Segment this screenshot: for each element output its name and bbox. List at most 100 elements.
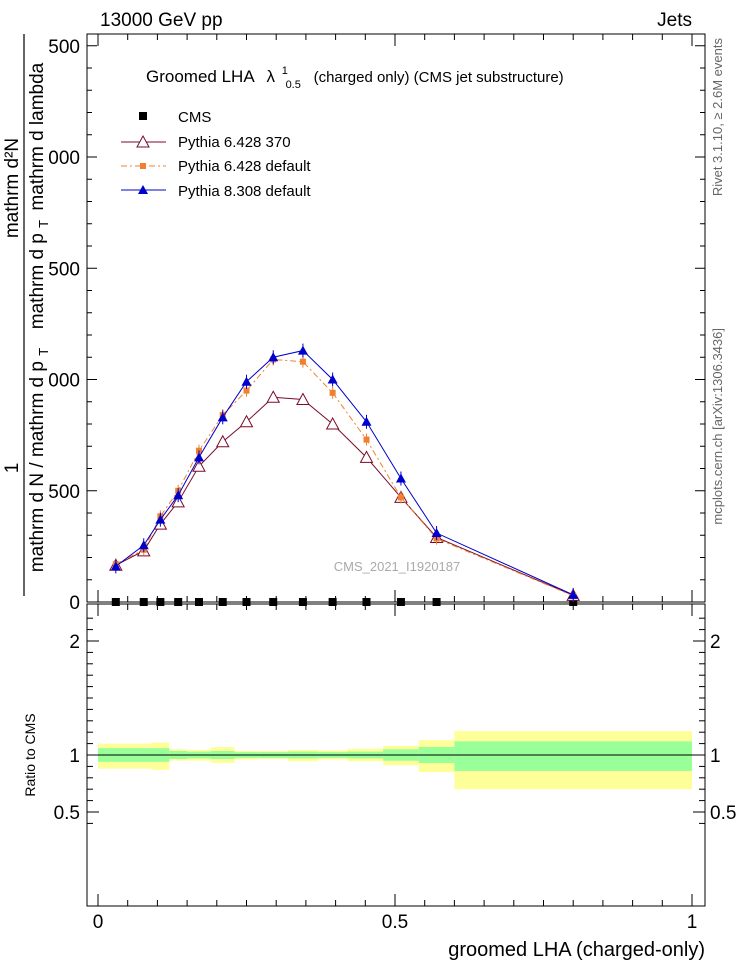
x-tick-label: 0.5	[382, 912, 408, 933]
pythia8-default-point	[110, 561, 121, 571]
ylabel-numerator2: mathrm d²N	[2, 138, 23, 238]
analysis-watermark: CMS_2021_I1920187	[334, 559, 461, 574]
legend-py6-370-marker	[136, 134, 150, 148]
ratio-panel: 0.5 0.51 12 2 0 0.5 1 Ratio to CMS groomed LH…	[22, 603, 736, 961]
legend-entry-cms: CMS	[139, 109, 211, 126]
legend: CMS Pythia 6.428 370 Pythia 6.428 defaul…	[121, 109, 311, 200]
header-left-label: 13000 GeV pp	[100, 10, 223, 31]
main-y-tick-label: 000	[48, 148, 80, 169]
main-x-ticks	[97, 34, 693, 602]
pythia8-default-point	[155, 514, 166, 524]
title-symbol: λ	[266, 67, 275, 86]
ratio-y-axis: 0.5 0.5 1 1 2 2	[54, 617, 736, 824]
ratio-y-tick-label-right: 2	[710, 632, 721, 653]
pythia8-default-point	[361, 416, 372, 426]
cms-data-point	[218, 598, 227, 606]
pythia8-default-point	[297, 345, 308, 355]
cms-data-point	[111, 598, 120, 606]
pythia8-default-point	[431, 528, 442, 538]
x-tick-label: 1	[687, 912, 698, 933]
title-rest: (charged only) (CMS jet substructure)	[314, 69, 564, 86]
pythia8-default-point	[268, 352, 279, 362]
pythia6-370-point	[192, 459, 206, 472]
ratio-y-tick-label: 2	[69, 632, 80, 653]
main-y-tick-label: 500	[48, 37, 80, 58]
x-axis-label: groomed LHA (charged-only)	[448, 939, 705, 961]
legend-py6-default-label: Pythia 6.428 default	[178, 158, 311, 175]
pythia8-default-point	[568, 589, 579, 599]
pythia8-default-point	[173, 490, 184, 500]
ratio-y-axis-label: Ratio to CMS	[22, 713, 38, 796]
legend-py8-default-marker	[138, 185, 148, 194]
plot-title: Groomed LHA λ 1 0.5 (charged only) (CMS …	[146, 59, 564, 92]
cms-data-point	[396, 598, 405, 606]
main-panel: 0 500 000 500 000 500 Groomed LHA λ 1 0.5 (ch…	[2, 33, 706, 614]
main-y-tick-label: 0	[69, 593, 80, 614]
legend-entry-py8-default: Pythia 8.308 default	[121, 183, 311, 200]
pythia6-370-point	[296, 392, 310, 406]
ratio-y-tick-label: 1	[69, 746, 80, 767]
legend-cms-marker	[139, 112, 147, 120]
ratio-inner-band-bin	[454, 741, 692, 771]
pythia6-370-point	[359, 450, 374, 463]
rivet-version-label: Rivet 3.1.10, ≥ 2.6M events	[710, 38, 725, 197]
pythia6-default-point	[397, 494, 404, 501]
legend-py8-default-label: Pythia 8.308 default	[178, 183, 311, 200]
ylabel-denominator2-rest: mathrm d lambda	[27, 62, 48, 210]
cms-data-point	[328, 598, 337, 606]
header-right-label: Jets	[657, 10, 692, 31]
legend-py6-370-label: Pythia 6.428 370	[178, 134, 291, 151]
cms-data-point	[242, 598, 251, 606]
pythia6-default-point	[243, 387, 250, 394]
ylabel-denominator: mathrm d N / mathrm d p T	[27, 348, 51, 572]
cms-data-point	[569, 598, 578, 606]
mcplots-label: mcplots.cern.ch [arXiv:1306.3436]	[710, 328, 725, 525]
pythia6-370-point	[325, 416, 340, 430]
main-y-tick-label: 000	[48, 371, 80, 392]
ylabel-denominator-main: mathrm d N / mathrm d p	[27, 361, 48, 572]
pythia8-default-point	[217, 412, 228, 422]
ylabel-denominator2: mathrm d p T mathrm d lambda	[27, 62, 53, 329]
cms-data-point	[269, 598, 278, 606]
ratio-y-tick-label-right: 1	[710, 746, 721, 767]
ylabel-numerator: 1	[2, 463, 23, 474]
main-panel-frame	[86, 33, 706, 603]
ratio-y-tick-label: 0.5	[54, 803, 80, 824]
pythia8-default-point	[138, 540, 149, 550]
ratio-bands	[98, 731, 692, 790]
legend-cms-label: CMS	[178, 109, 211, 126]
ylabel-denominator2-sub: T	[36, 220, 51, 228]
pythia8-default-point	[241, 376, 252, 386]
main-y-tick-label: 500	[48, 259, 80, 280]
main-y-axis: 0 500 000 500 000 500	[48, 37, 705, 614]
pythia8-default-point	[193, 452, 204, 462]
cms-data-point	[362, 598, 371, 606]
pythia6-370-point	[215, 434, 230, 448]
title-sup: 1	[282, 65, 288, 77]
title-main: Groomed LHA	[146, 67, 255, 86]
cms-data-point	[156, 598, 165, 606]
main-y-tick-label: 500	[48, 482, 80, 503]
pythia8-default-point	[327, 374, 338, 384]
pythia6-default-point	[329, 389, 336, 396]
cms-data-point	[194, 598, 203, 606]
legend-entry-py6-default: Pythia 6.428 default	[121, 158, 311, 175]
legend-entry-py6-370: Pythia 6.428 370	[121, 134, 291, 151]
series-line-2	[115, 358, 574, 597]
ylabel-denominator2-main: mathrm d p	[27, 233, 48, 329]
legend-py6-default-marker	[140, 163, 146, 169]
pythia6-370-point	[239, 414, 254, 428]
ylabel-denominator-sub: T	[36, 348, 51, 356]
pythia6-370-point	[266, 390, 281, 403]
title-sub: 0.5	[286, 79, 301, 91]
series-line-3	[115, 350, 574, 596]
cms-data-point	[174, 598, 183, 606]
cms-data-point	[432, 598, 441, 606]
ratio-y-tick-label-right: 0.5	[710, 803, 736, 824]
cms-data-point	[139, 598, 148, 606]
pythia8-default-point	[395, 473, 406, 483]
ratio-x-axis: 0 0.5 1	[93, 604, 698, 933]
main-y-axis-label: 1 mathrm d N / mathrm d p T mathrm d²N m…	[2, 34, 53, 596]
x-tick-label: 0	[93, 912, 104, 933]
